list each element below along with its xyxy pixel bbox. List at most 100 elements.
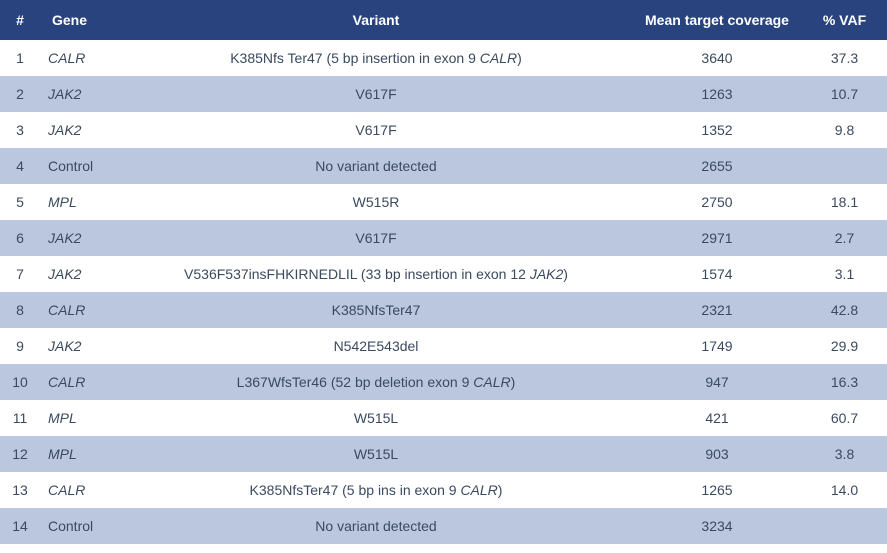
variant-text-pre: L367WfsTer46 (52 bp deletion exon 9 [237,374,474,390]
variant-text-pre: V536F537insFHKIRNEDLIL (33 bp insertion … [184,266,530,282]
cell-num: 5 [0,184,40,220]
cell-vaf: 29.9 [802,328,887,364]
cell-variant: K385Nfs Ter47 (5 bp insertion in exon 9 … [120,40,632,76]
cell-coverage: 1574 [632,256,802,292]
variant-text: No variant detected [315,158,436,174]
table-row: 12MPLW515L9033.8 [0,436,887,472]
col-header-coverage: Mean target coverage [632,0,802,40]
variant-gene-italic: CALR [473,374,510,390]
cell-num: 2 [0,76,40,112]
cell-num: 10 [0,364,40,400]
cell-vaf: 9.8 [802,112,887,148]
cell-gene: CALR [40,292,120,328]
cell-variant: W515R [120,184,632,220]
table-row: 3JAK2 V617F 13529.8 [0,112,887,148]
cell-coverage: 3234 [632,508,802,544]
cell-num: 9 [0,328,40,364]
table-row: 11MPL W515L 42160.7 [0,400,887,436]
cell-variant: K385NfsTer47 (5 bp ins in exon 9 CALR) [120,472,632,508]
cell-coverage: 1749 [632,328,802,364]
variant-text-post: ) [498,482,503,498]
cell-num: 14 [0,508,40,544]
cell-vaf [802,148,887,184]
cell-vaf: 3.8 [802,436,887,472]
cell-num: 4 [0,148,40,184]
col-header-variant: Variant [120,0,632,40]
cell-vaf: 18.1 [802,184,887,220]
cell-coverage: 947 [632,364,802,400]
cell-num: 3 [0,112,40,148]
table-row: 4ControlNo variant detected2655 [0,148,887,184]
variant-text: W515R [353,194,400,210]
cell-gene: CALR [40,40,120,76]
cell-coverage: 2321 [632,292,802,328]
cell-num: 6 [0,220,40,256]
cell-variant: No variant detected [120,148,632,184]
col-header-gene: Gene [40,0,120,40]
col-header-num: # [0,0,40,40]
variant-text-pre: K385NfsTer47 (5 bp ins in exon 9 [250,482,461,498]
cell-coverage: 1352 [632,112,802,148]
cell-vaf: 14.0 [802,472,887,508]
cell-variant: N542E543del [120,328,632,364]
variant-text: V617F [355,122,396,138]
variant-text-post: ) [517,50,522,66]
cell-coverage: 2655 [632,148,802,184]
cell-variant: W515L [120,400,632,436]
table-row: 7JAK2V536F537insFHKIRNEDLIL (33 bp inser… [0,256,887,292]
cell-vaf: 10.7 [802,76,887,112]
cell-coverage: 3640 [632,40,802,76]
cell-vaf: 42.8 [802,292,887,328]
cell-vaf: 60.7 [802,400,887,436]
table-row: 10CALRL367WfsTer46 (52 bp deletion exon … [0,364,887,400]
cell-vaf [802,508,887,544]
table-row: 9JAK2 N542E543del 174929.9 [0,328,887,364]
cell-num: 7 [0,256,40,292]
table-row: 5MPL W515R 275018.1 [0,184,887,220]
cell-gene: JAK2 [40,256,120,292]
cell-coverage: 421 [632,400,802,436]
cell-variant: V536F537insFHKIRNEDLIL (33 bp insertion … [120,256,632,292]
variant-results-table: # Gene Variant Mean target coverage % VA… [0,0,887,544]
table-row: 14ControlNo variant detected3234 [0,508,887,544]
cell-coverage: 903 [632,436,802,472]
variant-text-post: ) [511,374,516,390]
cell-num: 13 [0,472,40,508]
cell-gene: Control [40,508,120,544]
table-row: 2JAK2 V617F 126310.7 [0,76,887,112]
cell-vaf: 3.1 [802,256,887,292]
variant-text: V617F [355,230,396,246]
variant-text: V617F [355,86,396,102]
cell-coverage: 1263 [632,76,802,112]
variant-text: W515L [354,410,398,426]
cell-num: 11 [0,400,40,436]
table-row: 8CALRK385NfsTer47232142.8 [0,292,887,328]
cell-variant: V617F [120,76,632,112]
variant-gene-italic: CALR [480,50,517,66]
variant-gene-italic: JAK2 [530,266,563,282]
cell-gene: MPL [40,400,120,436]
cell-variant: L367WfsTer46 (52 bp deletion exon 9 CALR… [120,364,632,400]
cell-variant: V617F [120,112,632,148]
cell-gene: JAK2 [40,76,120,112]
variant-text: W515L [354,446,398,462]
variant-text-pre: K385Nfs Ter47 (5 bp insertion in exon 9 [230,50,480,66]
cell-num: 1 [0,40,40,76]
cell-coverage: 1265 [632,472,802,508]
col-header-vaf: % VAF [802,0,887,40]
table-row: 13 CALRK385NfsTer47 (5 bp ins in exon 9 C… [0,472,887,508]
cell-vaf: 2.7 [802,220,887,256]
cell-gene: JAK2 [40,112,120,148]
variant-text-post: ) [563,266,568,282]
cell-coverage: 2750 [632,184,802,220]
cell-gene: CALR [40,364,120,400]
cell-gene: MPL [40,184,120,220]
variant-gene-italic: CALR [460,482,497,498]
cell-variant: V617F [120,220,632,256]
table-header-row: # Gene Variant Mean target coverage % VA… [0,0,887,40]
variant-text: N542E543del [334,338,419,354]
variant-text: K385NfsTer47 [332,302,421,318]
cell-gene: JAK2 [40,328,120,364]
table-row: 1CALRK385Nfs Ter47 (5 bp insertion in ex… [0,40,887,76]
cell-num: 12 [0,436,40,472]
